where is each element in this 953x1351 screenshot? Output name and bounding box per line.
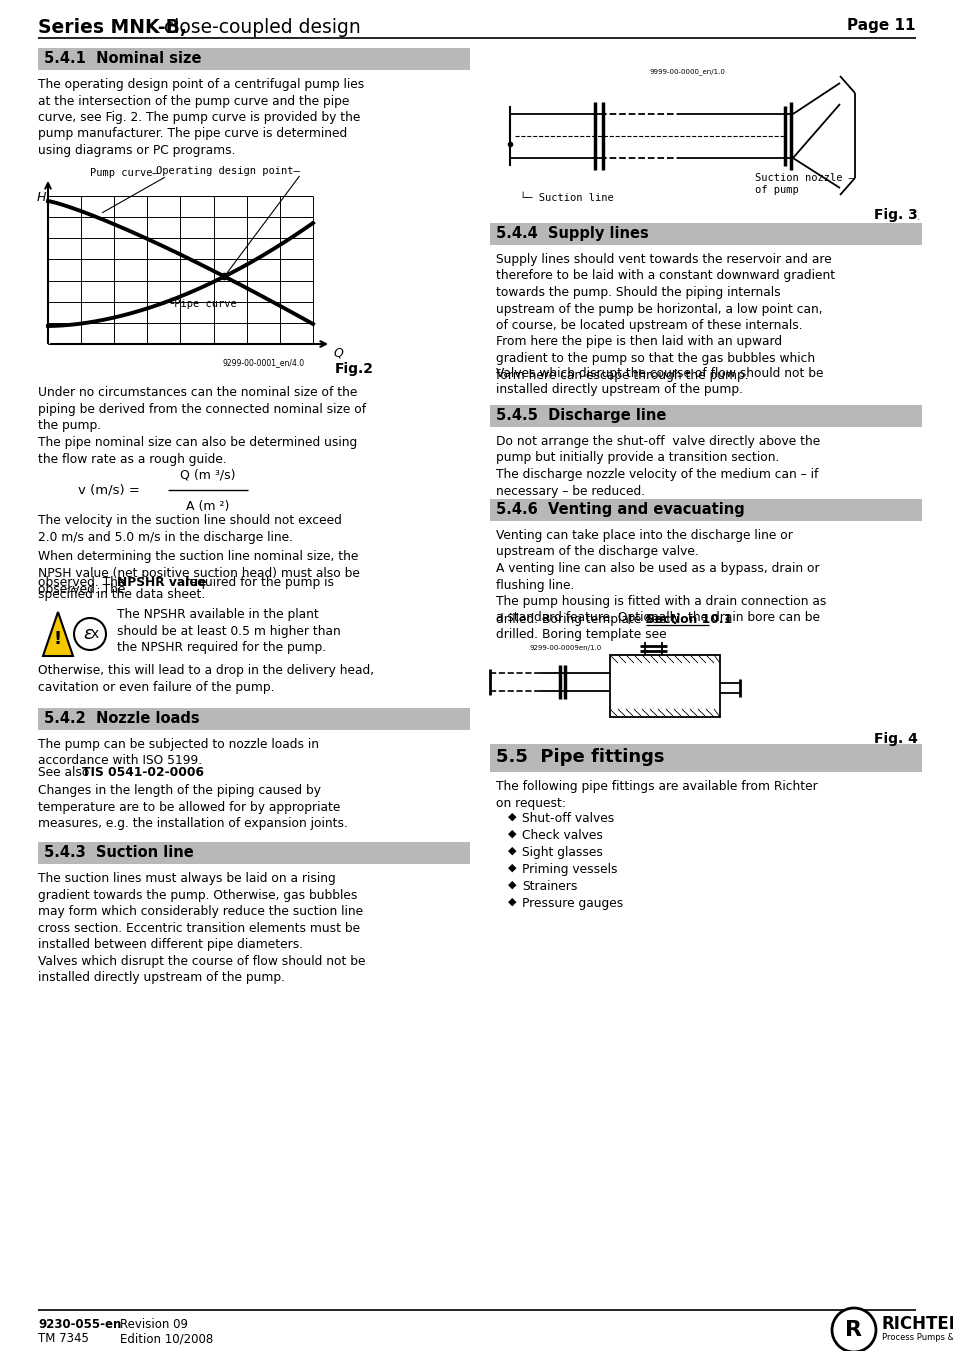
Bar <box>490 499 921 521</box>
Text: The pipe nominal size can also be determined using
the flow rate as a rough guid: The pipe nominal size can also be determ… <box>38 436 356 466</box>
Text: of pump: of pump <box>754 185 798 195</box>
Text: TM 7345: TM 7345 <box>38 1332 89 1346</box>
Text: 9299-00-0001_en/4.0: 9299-00-0001_en/4.0 <box>223 358 305 367</box>
Text: required for the pump is: required for the pump is <box>181 576 334 589</box>
Text: close-coupled design: close-coupled design <box>158 18 360 36</box>
Text: 5.4.4  Supply lines: 5.4.4 Supply lines <box>496 226 648 240</box>
Polygon shape <box>43 612 73 657</box>
Text: R: R <box>844 1320 862 1340</box>
Text: The operating design point of a centrifugal pump lies
at the intersection of the: The operating design point of a centrifu… <box>38 78 364 157</box>
Text: Pressure gauges: Pressure gauges <box>521 897 622 911</box>
Text: The pump can be subjected to nozzle loads in
accordance with ISO 5199.: The pump can be subjected to nozzle load… <box>38 738 318 767</box>
Circle shape <box>74 617 106 650</box>
Text: Shut-off valves: Shut-off valves <box>521 812 614 825</box>
Text: ◆: ◆ <box>507 846 516 857</box>
Text: Under no circumstances can the nominal size of the
piping be derived from the co: Under no circumstances can the nominal s… <box>38 386 366 432</box>
Text: specified in the data sheet.: specified in the data sheet. <box>38 588 205 601</box>
Text: 5.4.1  Nominal size: 5.4.1 Nominal size <box>44 51 201 66</box>
Text: The NPSHR available in the plant
should be at least 0.5 m higher than
the NPSHR : The NPSHR available in the plant should … <box>117 608 340 654</box>
Text: Fig. 4: Fig. 4 <box>873 732 917 746</box>
Text: Operating design point—: Operating design point— <box>156 166 299 176</box>
Text: 9230-055-en: 9230-055-en <box>38 1319 121 1331</box>
Text: Edition 10/2008: Edition 10/2008 <box>120 1332 213 1346</box>
Text: Changes in the length of the piping caused by
temperature are to be allowed for : Changes in the length of the piping caus… <box>38 784 348 830</box>
Text: Page 11: Page 11 <box>846 18 915 32</box>
Text: A (m ²): A (m ²) <box>186 500 230 513</box>
Text: 5.4.2  Nozzle loads: 5.4.2 Nozzle loads <box>44 711 199 725</box>
Text: 5.4.5  Discharge line: 5.4.5 Discharge line <box>496 408 666 423</box>
Text: Priming vessels: Priming vessels <box>521 863 617 875</box>
Bar <box>490 405 921 427</box>
Text: .: . <box>172 766 176 780</box>
Text: Valves which disrupt the course of flow should not be
installed directly upstrea: Valves which disrupt the course of flow … <box>496 367 822 396</box>
Text: NPSHR value: NPSHR value <box>117 576 206 589</box>
Text: Supply lines should vent towards the reservoir and are
therefore to be laid with: Supply lines should vent towards the res… <box>496 253 834 381</box>
Bar <box>490 744 921 771</box>
Text: ◆: ◆ <box>507 897 516 907</box>
Text: ε: ε <box>83 626 92 643</box>
Text: Strainers: Strainers <box>521 880 577 893</box>
Text: Revision 09: Revision 09 <box>120 1319 188 1331</box>
Text: 5.5  Pipe fittings: 5.5 Pipe fittings <box>496 748 664 766</box>
Text: Do not arrange the shut-off  valve directly above the
pump but initially provide: Do not arrange the shut-off valve direct… <box>496 435 820 497</box>
Text: drilled. Boring template see: drilled. Boring template see <box>496 613 670 626</box>
Text: Suction nozzle —: Suction nozzle — <box>754 173 854 182</box>
Text: Otherwise, this will lead to a drop in the delivery head,
cavitation or even fai: Otherwise, this will lead to a drop in t… <box>38 663 374 693</box>
Text: Process Pumps & Valves: Process Pumps & Valves <box>882 1333 953 1343</box>
Text: Section 10.1: Section 10.1 <box>645 613 732 626</box>
Text: The suction lines must always be laid on a rising
gradient towards the pump. Oth: The suction lines must always be laid on… <box>38 871 365 984</box>
Text: └─ Suction line: └─ Suction line <box>519 193 613 203</box>
Text: └Pipe curve: └Pipe curve <box>168 299 236 309</box>
Text: Pump curve—: Pump curve— <box>90 168 158 178</box>
Text: v (m/s) =: v (m/s) = <box>78 484 140 497</box>
Text: ◆: ◆ <box>507 830 516 839</box>
Text: observed. The: observed. The <box>38 576 129 589</box>
Circle shape <box>831 1308 875 1351</box>
Bar <box>38 842 470 865</box>
Text: x: x <box>91 627 99 640</box>
Text: The velocity in the suction line should not exceed
2.0 m/s and 5.0 m/s in the di: The velocity in the suction line should … <box>38 513 341 543</box>
Text: Q: Q <box>333 346 342 359</box>
Text: 5.4.3  Suction line: 5.4.3 Suction line <box>44 844 193 861</box>
Text: When determining the suction line nominal size, the
NPSH value (net positive suc: When determining the suction line nomina… <box>38 550 359 596</box>
Text: !: ! <box>54 630 62 648</box>
Text: Venting can take place into the discharge line or
upstream of the discharge valv: Venting can take place into the discharg… <box>496 530 825 640</box>
Bar <box>490 223 921 245</box>
Text: ◆: ◆ <box>507 863 516 873</box>
Text: ◆: ◆ <box>507 880 516 890</box>
Text: Series MNK-B,: Series MNK-B, <box>38 18 187 36</box>
Text: 9299-00-0009en/1.0: 9299-00-0009en/1.0 <box>530 644 601 651</box>
Text: H: H <box>36 190 46 204</box>
Text: Sight glasses: Sight glasses <box>521 846 602 859</box>
Text: 9999-00-0000_en/1.0: 9999-00-0000_en/1.0 <box>649 68 725 74</box>
Bar <box>609 655 720 717</box>
Text: Fig. 3: Fig. 3 <box>873 208 917 222</box>
Text: 5.4.6  Venting and evacuating: 5.4.6 Venting and evacuating <box>496 503 744 517</box>
Text: TIS 0541-02-0006: TIS 0541-02-0006 <box>82 766 204 780</box>
Bar <box>38 708 470 730</box>
Text: See also: See also <box>38 766 93 780</box>
Text: ◆: ◆ <box>507 812 516 821</box>
Bar <box>38 49 470 70</box>
Text: The following pipe fittings are available from Richter
on request:: The following pipe fittings are availabl… <box>496 780 817 809</box>
Text: Fig.2: Fig.2 <box>335 362 374 376</box>
Text: RICHTER: RICHTER <box>882 1315 953 1333</box>
Text: Q (m ³/s): Q (m ³/s) <box>180 467 235 481</box>
Text: Check valves: Check valves <box>521 830 602 842</box>
